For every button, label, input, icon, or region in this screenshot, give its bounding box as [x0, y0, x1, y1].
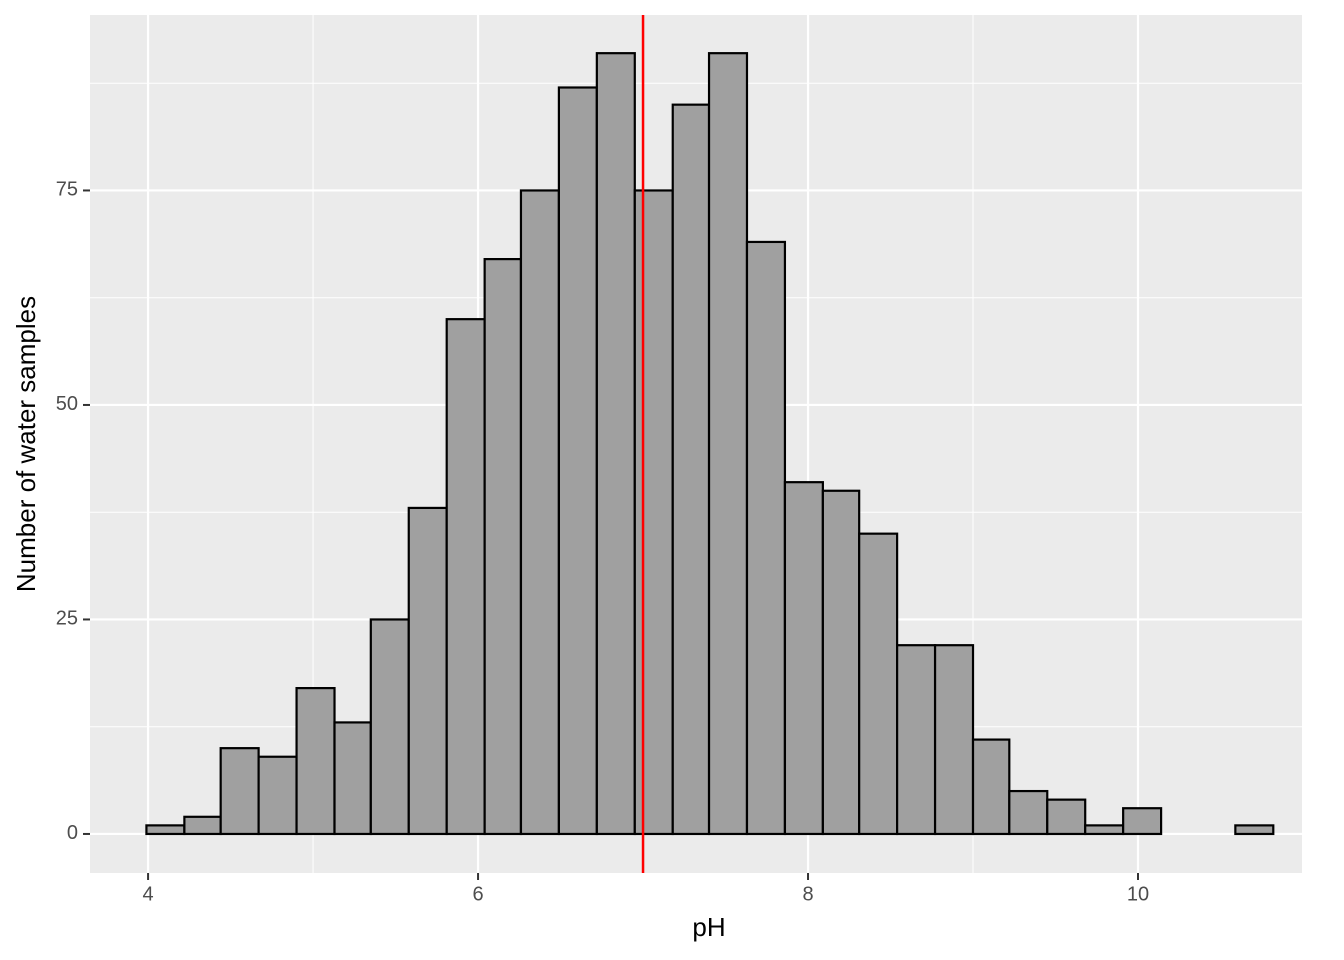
bar [483, 258, 523, 836]
bar [333, 721, 372, 836]
bar [933, 644, 975, 836]
bar [671, 103, 711, 836]
bar [858, 532, 899, 836]
bar [407, 506, 448, 836]
y-axis-title: Number of water samples [11, 296, 41, 592]
y-tick-label: 50 [56, 393, 78, 415]
x-tick-label: 4 [143, 883, 154, 905]
y-tick-label: 0 [67, 822, 78, 844]
bar [971, 738, 1011, 836]
bar [821, 489, 861, 836]
bar [745, 240, 787, 836]
bar [633, 189, 674, 836]
bar [707, 52, 749, 836]
bar [783, 481, 824, 836]
bar [1122, 807, 1163, 836]
bar [445, 318, 486, 836]
bar [1234, 824, 1275, 836]
bar [1084, 824, 1125, 836]
bar [257, 755, 298, 836]
bar [896, 644, 937, 836]
x-tick-label: 6 [472, 883, 483, 905]
bar [295, 687, 336, 836]
bar [369, 618, 410, 836]
y-tick-label: 25 [56, 608, 78, 630]
bar [1046, 798, 1087, 836]
bar [183, 815, 222, 836]
bar [595, 52, 636, 836]
bar [145, 824, 186, 836]
bar [1008, 789, 1049, 836]
x-tick-label: 10 [1127, 883, 1149, 905]
bar [519, 189, 560, 836]
bar [557, 86, 598, 836]
x-axis-title: pH [692, 912, 725, 942]
y-tick-label: 75 [56, 179, 78, 201]
bar [219, 747, 260, 836]
x-tick-label: 8 [802, 883, 813, 905]
